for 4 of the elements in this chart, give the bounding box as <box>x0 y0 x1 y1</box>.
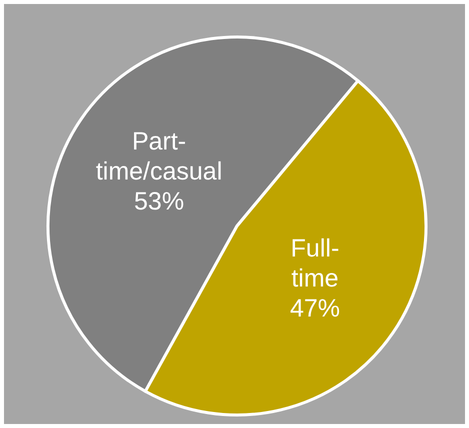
slice-label: Full-time <box>290 234 340 292</box>
data-label: 53% <box>134 187 184 216</box>
data-label: 47% <box>290 294 340 322</box>
slice-label: Part-time/casual <box>96 127 222 186</box>
